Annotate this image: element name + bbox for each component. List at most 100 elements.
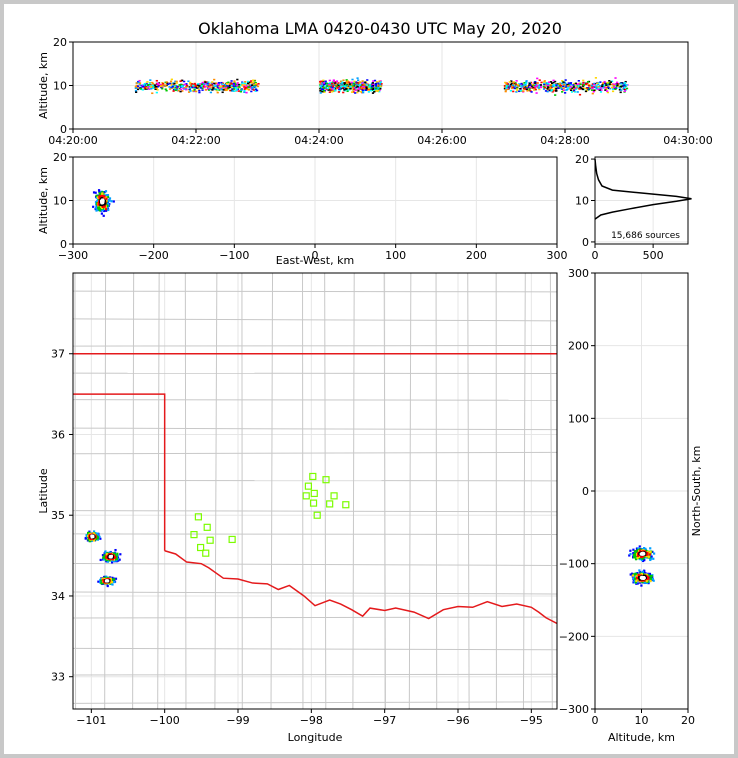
source-point bbox=[540, 81, 543, 84]
source-point bbox=[185, 83, 188, 85]
source-point bbox=[209, 91, 213, 94]
source-point bbox=[514, 82, 517, 84]
source-point bbox=[509, 85, 512, 87]
source-point bbox=[535, 92, 538, 94]
source-point bbox=[573, 82, 576, 85]
source-point bbox=[135, 91, 138, 94]
y-tick-label: 36 bbox=[51, 428, 65, 441]
source-point bbox=[516, 87, 519, 89]
source-point bbox=[572, 84, 575, 86]
source-point bbox=[236, 84, 239, 87]
source-point bbox=[372, 83, 375, 86]
source-point bbox=[109, 576, 112, 579]
source-point bbox=[561, 91, 564, 93]
source-point bbox=[156, 85, 159, 88]
source-point bbox=[516, 83, 520, 86]
source-point bbox=[505, 85, 508, 88]
source-point bbox=[146, 81, 149, 83]
source-point bbox=[376, 90, 379, 92]
source-point bbox=[183, 80, 186, 83]
source-point bbox=[506, 88, 509, 91]
source-point bbox=[620, 89, 623, 91]
source-point bbox=[108, 553, 111, 556]
source-point bbox=[604, 85, 607, 88]
source-point bbox=[362, 91, 365, 94]
source-point bbox=[104, 196, 107, 199]
source-point bbox=[336, 87, 339, 90]
source-point bbox=[350, 81, 353, 84]
source-point bbox=[372, 80, 375, 82]
source-point bbox=[148, 82, 151, 85]
source-point bbox=[561, 82, 564, 85]
source-point bbox=[192, 89, 195, 92]
source-point bbox=[620, 82, 623, 85]
x-tick-label: 04:20:00 bbox=[48, 134, 97, 147]
source-point bbox=[552, 88, 555, 91]
source-point bbox=[252, 79, 255, 82]
source-point bbox=[592, 90, 595, 93]
county-line bbox=[408, 273, 412, 709]
source-point bbox=[557, 87, 560, 90]
source-point bbox=[538, 88, 541, 91]
source-point bbox=[161, 82, 164, 84]
source-point bbox=[528, 89, 531, 91]
source-point bbox=[112, 200, 115, 203]
x-tick-label: −200 bbox=[139, 249, 169, 262]
source-point bbox=[369, 87, 372, 89]
source-point bbox=[162, 83, 165, 85]
source-point bbox=[328, 89, 331, 91]
x-axis-label: Altitude, km bbox=[608, 731, 675, 744]
source-point bbox=[150, 87, 153, 90]
source-point bbox=[175, 88, 178, 91]
source-point bbox=[329, 82, 332, 84]
y-tick-label: 100 bbox=[568, 412, 589, 425]
source-point bbox=[218, 85, 221, 88]
source-point bbox=[624, 84, 627, 86]
source-point bbox=[544, 81, 547, 84]
source-point bbox=[337, 82, 340, 84]
source-point bbox=[335, 80, 339, 83]
source-point bbox=[105, 556, 108, 559]
source-point bbox=[534, 85, 537, 88]
source-point bbox=[567, 82, 570, 84]
source-point bbox=[652, 579, 655, 582]
source-point bbox=[103, 554, 106, 557]
source-point bbox=[635, 579, 638, 583]
county-line bbox=[73, 591, 557, 595]
x-tick-label: 0 bbox=[312, 249, 319, 262]
source-point bbox=[649, 578, 652, 581]
source-point bbox=[373, 90, 376, 93]
source-point bbox=[636, 578, 639, 581]
source-point bbox=[222, 84, 225, 87]
source-point bbox=[250, 82, 253, 84]
source-point bbox=[224, 87, 227, 90]
source-point bbox=[574, 91, 577, 93]
source-point bbox=[174, 88, 177, 90]
source-point bbox=[145, 83, 148, 85]
source-point bbox=[195, 84, 199, 87]
source-point bbox=[365, 87, 368, 90]
source-point bbox=[554, 94, 557, 96]
source-point bbox=[569, 85, 572, 88]
x-tick-label: 04:24:00 bbox=[294, 134, 343, 147]
source-point bbox=[231, 90, 234, 92]
source-point bbox=[157, 85, 161, 87]
source-point bbox=[374, 86, 377, 89]
source-point bbox=[529, 84, 532, 86]
source-point bbox=[229, 89, 232, 92]
source-point bbox=[546, 90, 549, 93]
y-axis-label: Altitude, km bbox=[37, 167, 50, 234]
source-point bbox=[171, 86, 174, 88]
source-point bbox=[640, 584, 643, 587]
source-point bbox=[649, 558, 652, 562]
source-point bbox=[542, 86, 545, 88]
state-border-red-river bbox=[164, 550, 557, 625]
source-point bbox=[198, 85, 201, 87]
county-line bbox=[73, 318, 557, 322]
source-point bbox=[168, 88, 172, 90]
x-tick-label: −101 bbox=[76, 714, 106, 727]
source-point bbox=[639, 570, 642, 574]
source-point bbox=[593, 86, 596, 88]
source-point bbox=[244, 87, 247, 89]
source-point bbox=[586, 82, 589, 85]
